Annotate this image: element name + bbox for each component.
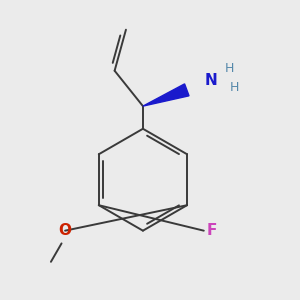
Text: N: N (205, 73, 217, 88)
Polygon shape (143, 84, 189, 106)
Text: H: H (230, 81, 240, 94)
Text: F: F (207, 223, 217, 238)
Text: O: O (58, 223, 72, 238)
Text: H: H (225, 62, 234, 75)
